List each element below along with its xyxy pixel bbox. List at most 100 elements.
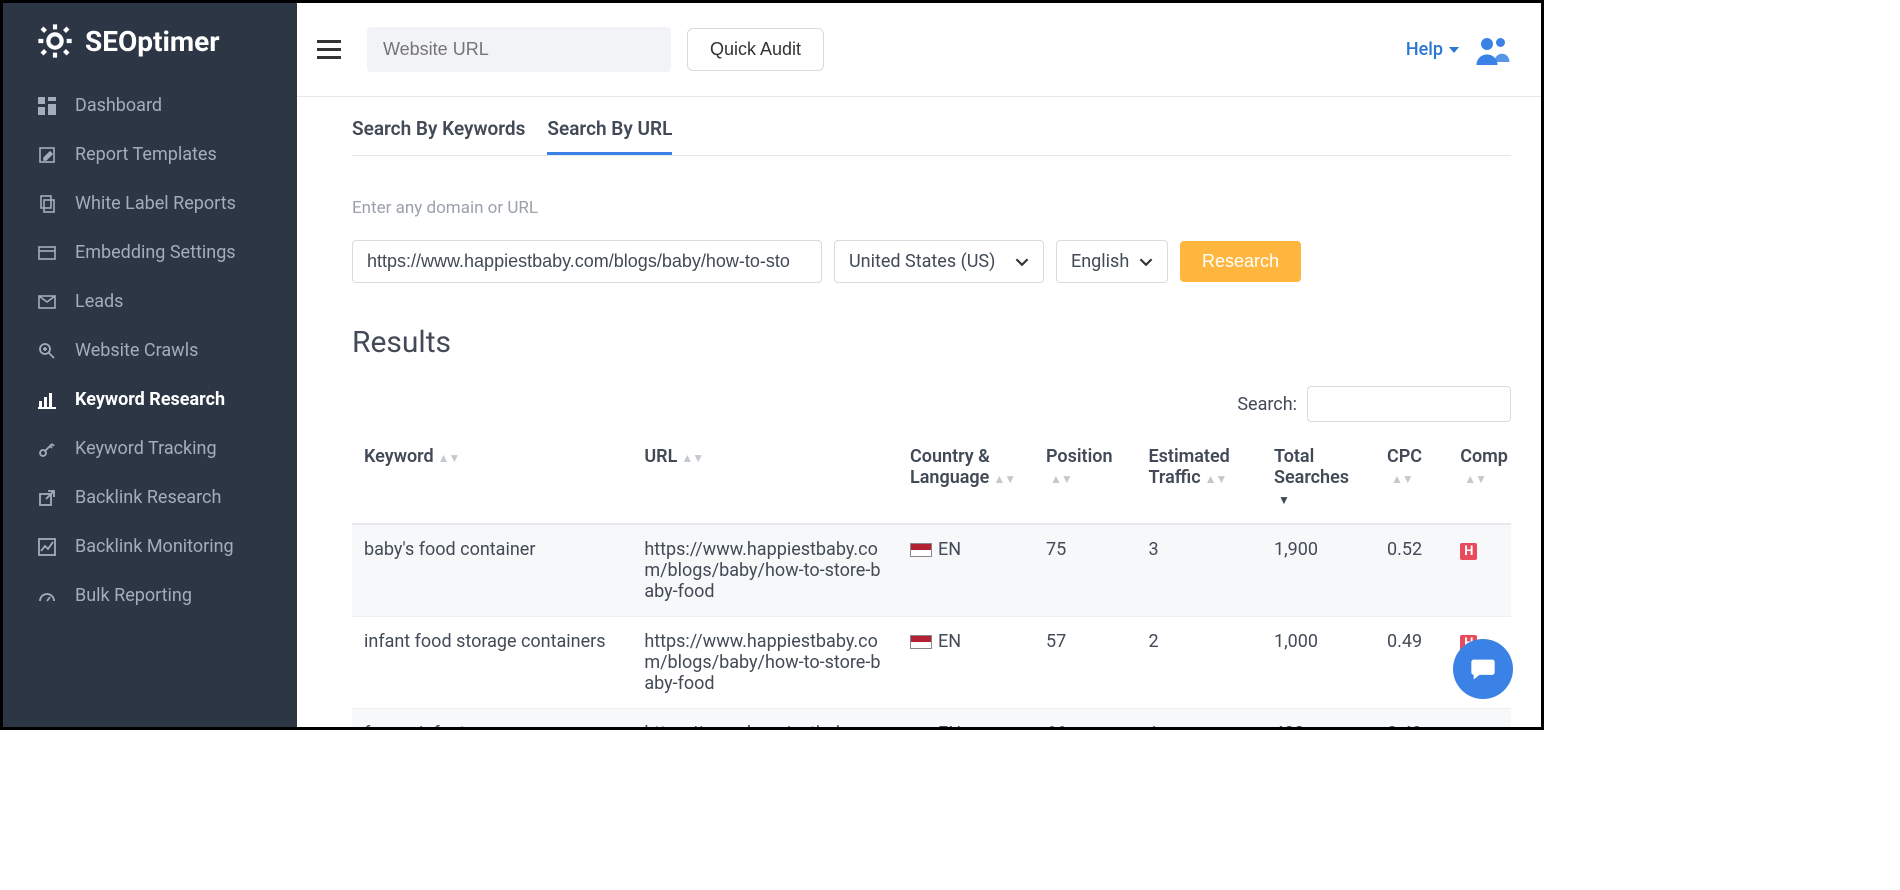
sidebar-item-report-templates[interactable]: Report Templates: [3, 130, 297, 179]
sidebar-item-label: White Label Reports: [75, 193, 236, 214]
column-header[interactable]: CPC ▲▼: [1375, 432, 1448, 524]
cell-searches: 1,900: [1262, 524, 1375, 617]
sort-icon: ▲▼: [993, 472, 1015, 486]
menu-toggle-icon[interactable]: [317, 40, 341, 59]
column-label: URL: [644, 446, 677, 467]
sidebar-item-label: Website Crawls: [75, 340, 198, 361]
website-url-input[interactable]: [367, 27, 671, 72]
tab-search-keywords[interactable]: Search By Keywords: [352, 117, 525, 155]
domain-url-input[interactable]: [352, 240, 822, 283]
column-label: Country & Language: [910, 446, 990, 488]
users-icon[interactable]: [1475, 35, 1511, 65]
brand-name: SEOptimer: [85, 25, 220, 58]
cell-traffic: 2: [1136, 617, 1262, 709]
column-header[interactable]: Country & Language▲▼: [898, 432, 1034, 524]
sidebar-item-label: Leads: [75, 291, 123, 312]
sidebar-item-white-label-reports[interactable]: White Label Reports: [3, 179, 297, 228]
help-dropdown[interactable]: Help: [1406, 39, 1459, 60]
tab-search-url[interactable]: Search By URL: [547, 117, 672, 155]
results-table: Keyword▲▼URL▲▼Country & Language▲▼Positi…: [352, 432, 1511, 727]
edit-icon: [37, 146, 57, 164]
sidebar-item-label: Report Templates: [75, 144, 217, 165]
column-header[interactable]: Estimated Traffic▲▼: [1136, 432, 1262, 524]
column-label: Comp: [1460, 446, 1508, 467]
gauge-icon: [37, 587, 57, 605]
chevron-down-icon: [1015, 255, 1029, 269]
search-label: Search:: [1237, 394, 1297, 415]
form-hint: Enter any domain or URL: [352, 198, 1511, 218]
sidebar-item-label: Keyword Research: [75, 389, 225, 410]
quick-audit-button[interactable]: Quick Audit: [687, 28, 824, 71]
chat-icon: [1468, 655, 1498, 683]
language-select[interactable]: English: [1056, 240, 1168, 283]
magnify-icon: [37, 342, 57, 360]
cell-traffic: 3: [1136, 524, 1262, 617]
column-label: Total Searches: [1274, 446, 1349, 488]
sidebar-item-embedding-settings[interactable]: Embedding Settings: [3, 228, 297, 277]
sidebar-item-label: Backlink Research: [75, 487, 221, 508]
column-label: Position: [1046, 446, 1113, 467]
country-value: United States (US): [849, 251, 995, 272]
sidebar-item-keyword-tracking[interactable]: Keyword Tracking: [3, 424, 297, 473]
dashboard-icon: [37, 97, 57, 115]
flag-icon: [910, 543, 932, 557]
sidebar-item-backlink-monitoring[interactable]: Backlink Monitoring: [3, 522, 297, 571]
sidebar: SEOptimer Dashboard Report Templates White…: [3, 3, 297, 727]
cell-position: 66: [1034, 709, 1137, 728]
sidebar-item-keyword-research[interactable]: Keyword Research: [3, 375, 297, 424]
sidebar-item-website-crawls[interactable]: Website Crawls: [3, 326, 297, 375]
column-header[interactable]: Comp ▲▼: [1448, 432, 1511, 524]
cell-traffic: 1: [1136, 709, 1262, 728]
chat-widget-button[interactable]: [1453, 639, 1513, 699]
chevron-down-icon: [1139, 255, 1153, 269]
sort-icon: ▲▼: [1464, 472, 1486, 486]
cell-competition: [1448, 709, 1511, 728]
cell-url: https://www.happiestbaby.com/blogs/baby/…: [632, 617, 898, 709]
sort-icon: ▼: [1278, 493, 1289, 507]
column-label: CPC: [1387, 446, 1422, 467]
cell-position: 75: [1034, 524, 1137, 617]
table-row: baby's food containerhttps://www.happies…: [352, 524, 1511, 617]
external-icon: [37, 489, 57, 507]
sidebar-item-label: Backlink Monitoring: [75, 536, 234, 557]
key-icon: [37, 440, 57, 458]
table-search-input[interactable]: [1307, 386, 1511, 422]
sort-icon: ▲▼: [438, 451, 460, 465]
sidebar-item-bulk-reporting[interactable]: Bulk Reporting: [3, 571, 297, 620]
table-row: frozen infanthttps://www.happiestbaby.co…: [352, 709, 1511, 728]
column-header[interactable]: URL ▲▼: [632, 432, 898, 524]
logo-icon: [35, 21, 75, 61]
topbar: Quick Audit Help: [297, 3, 1541, 97]
table-search-row: Search:: [352, 386, 1511, 422]
sort-icon: ▲▼: [681, 451, 703, 465]
cell-country: EN: [898, 524, 1034, 617]
sidebar-item-backlink-research[interactable]: Backlink Research: [3, 473, 297, 522]
main: Quick Audit Help Search By Keywords Sear…: [297, 3, 1541, 727]
cell-keyword: infant food storage containers: [352, 617, 632, 709]
research-form: United States (US) English Research: [352, 240, 1511, 283]
column-header[interactable]: Total Searches ▼: [1262, 432, 1375, 524]
country-select[interactable]: United States (US): [834, 240, 1044, 283]
sidebar-item-label: Bulk Reporting: [75, 585, 192, 606]
logo: SEOptimer: [3, 3, 297, 81]
sidebar-item-dashboard[interactable]: Dashboard: [3, 81, 297, 130]
cell-keyword: baby's food container: [352, 524, 632, 617]
sidebar-item-label: Embedding Settings: [75, 242, 236, 263]
research-button[interactable]: Research: [1180, 241, 1301, 282]
nav-list: Dashboard Report Templates White Label Rep…: [3, 81, 297, 620]
language-value: English: [1071, 251, 1129, 272]
window-icon: [37, 244, 57, 262]
flag-icon: [910, 635, 932, 649]
cell-country: EN: [898, 709, 1034, 728]
cell-cpc: 0.49: [1375, 617, 1448, 709]
cell-url: https://www.happiestbaby.com/blogs/baby/…: [632, 524, 898, 617]
cell-country: EN: [898, 617, 1034, 709]
column-header[interactable]: Position▲▼: [1034, 432, 1137, 524]
bars-icon: [37, 391, 57, 409]
cell-cpc: 0.52: [1375, 524, 1448, 617]
column-header[interactable]: Keyword▲▼: [352, 432, 632, 524]
mail-icon: [37, 293, 57, 311]
sidebar-item-leads[interactable]: Leads: [3, 277, 297, 326]
help-label: Help: [1406, 39, 1443, 60]
sort-icon: ▲▼: [1391, 472, 1413, 486]
